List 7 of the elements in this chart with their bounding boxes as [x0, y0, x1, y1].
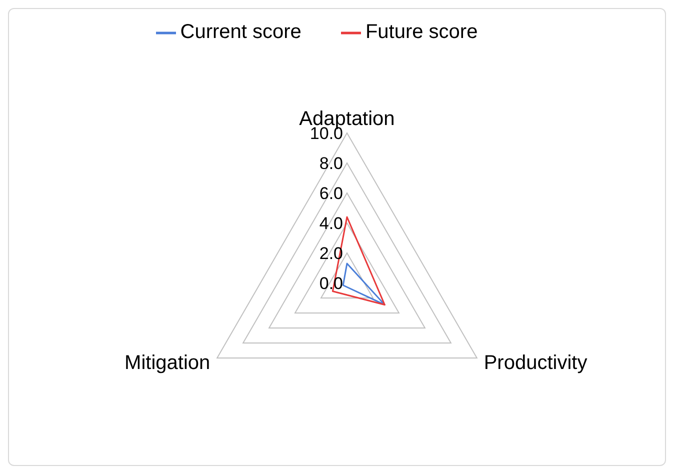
- y-tick-label: 6.0: [319, 184, 343, 203]
- legend-label: Current score: [180, 21, 302, 43]
- spoke-label: Mitigation: [124, 352, 210, 374]
- spoke-label: Productivity: [484, 352, 588, 374]
- legend-label: Future score: [365, 21, 478, 43]
- y-tick-label: 8.0: [319, 154, 343, 173]
- y-tick-label: 4.0: [319, 214, 343, 233]
